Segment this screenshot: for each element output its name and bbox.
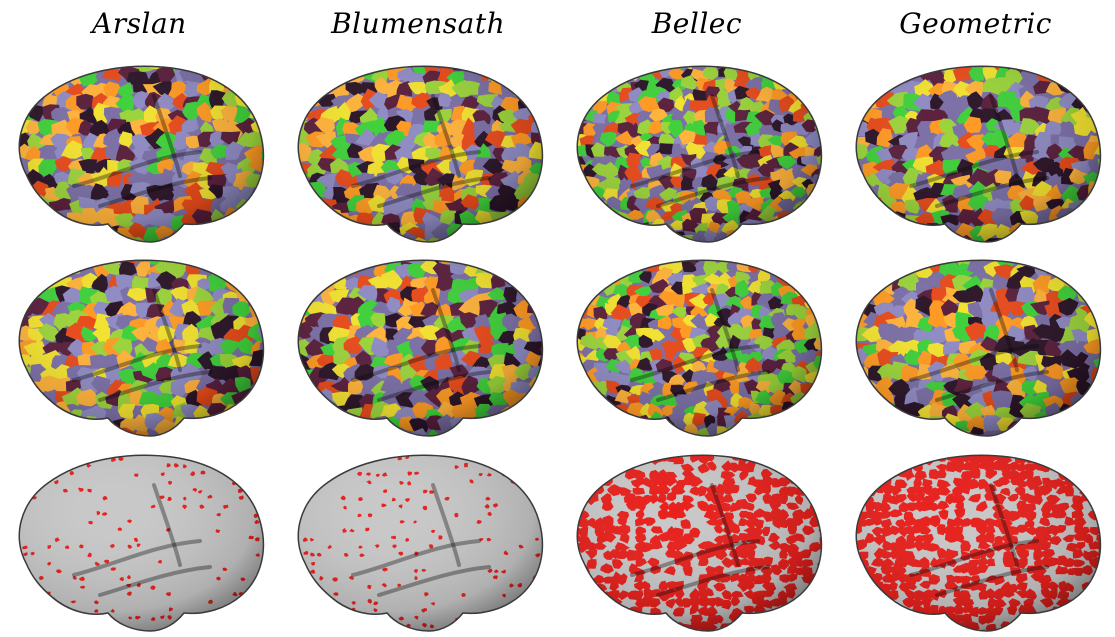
brain-panel [0, 443, 279, 637]
boundary-surface [297, 454, 544, 632]
brain-panel [836, 248, 1115, 442]
column-title-blumensath: Blumensath [331, 7, 506, 40]
column-headers: Arslan Blumensath Bellec Geometric [0, 0, 1115, 48]
parcellation-surface [855, 65, 1101, 243]
boundary-surface [18, 454, 265, 632]
brain-panel [279, 248, 558, 442]
column-title-arslan: Arslan [92, 7, 187, 40]
parcellation-surface [18, 260, 265, 438]
brain-panel [558, 248, 837, 442]
brain-panel [279, 54, 558, 248]
brain-panel [558, 54, 837, 248]
brain-panel [836, 443, 1115, 637]
brain-panels [0, 54, 1115, 637]
column-title-geometric: Geometric [899, 7, 1052, 40]
brain-panel [836, 54, 1115, 248]
parcellation-surface [18, 65, 265, 243]
parcellation-surface [297, 65, 544, 243]
parcellation-surface [576, 65, 823, 243]
brain-panel [558, 443, 837, 637]
parcellation-surface [855, 260, 1101, 438]
column-title-bellec: Bellec [651, 7, 743, 40]
brain-panel [0, 248, 279, 442]
parcellation-surface [576, 260, 823, 438]
boundary-surface [855, 454, 1101, 632]
brain-panel [0, 54, 279, 248]
parcellation-surface [297, 260, 544, 438]
brain-panel [279, 443, 558, 637]
boundary-surface [576, 454, 823, 632]
